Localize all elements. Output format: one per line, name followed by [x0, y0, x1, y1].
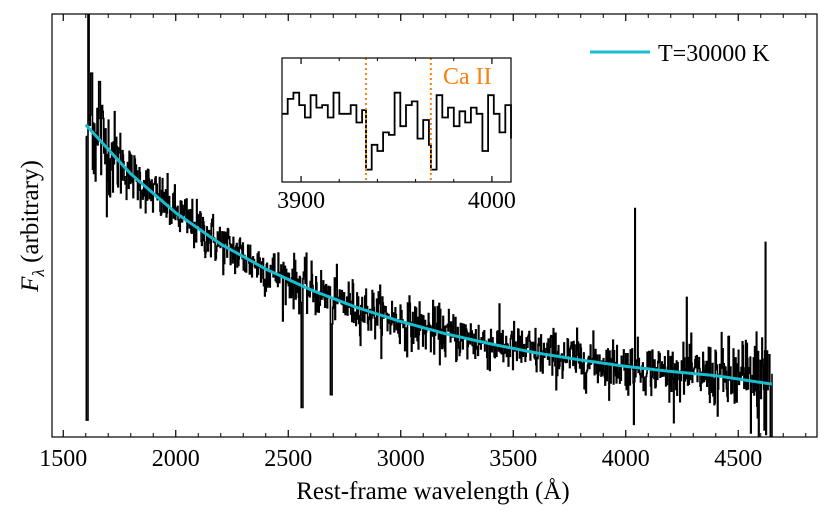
inset-axes-frame	[281, 57, 512, 183]
x-tick-label: 4000	[602, 446, 650, 472]
y-axis-label: Fλ (arbitrary)	[17, 160, 48, 293]
y-axis-label-main: F	[17, 276, 44, 293]
inset-x-tick-label: 3900	[277, 188, 325, 214]
x-tick-label: 3000	[377, 446, 425, 472]
main-axes-frame	[51, 13, 818, 438]
main-plot: 1500 2000 2500 3000 3500 4000 4500	[39, 13, 818, 472]
y-axis-label-rest: (arbitrary)	[17, 160, 44, 269]
x-tick-label: 2500	[264, 446, 312, 472]
x-axis-label: Rest-frame wavelength (Å)	[296, 478, 570, 505]
legend-label: T=30000 K	[658, 41, 770, 67]
inset-x-tick-label: 4000	[468, 188, 516, 214]
x-tick-label: 4500	[714, 446, 762, 472]
y-axis-label-sub: λ	[29, 269, 48, 277]
inset-spectrum-line	[282, 91, 512, 171]
legend: T=30000 K	[590, 41, 770, 67]
x-tick-label: 3500	[489, 446, 537, 472]
x-tick-label: 1500	[39, 446, 87, 472]
inset-plot: Ca II 3900 4000	[277, 57, 516, 214]
blackbody-fit-line	[84, 123, 773, 386]
ca-ii-annotation: Ca II	[443, 64, 492, 90]
x-tick-label: 2000	[152, 446, 200, 472]
inset-background	[282, 58, 511, 182]
